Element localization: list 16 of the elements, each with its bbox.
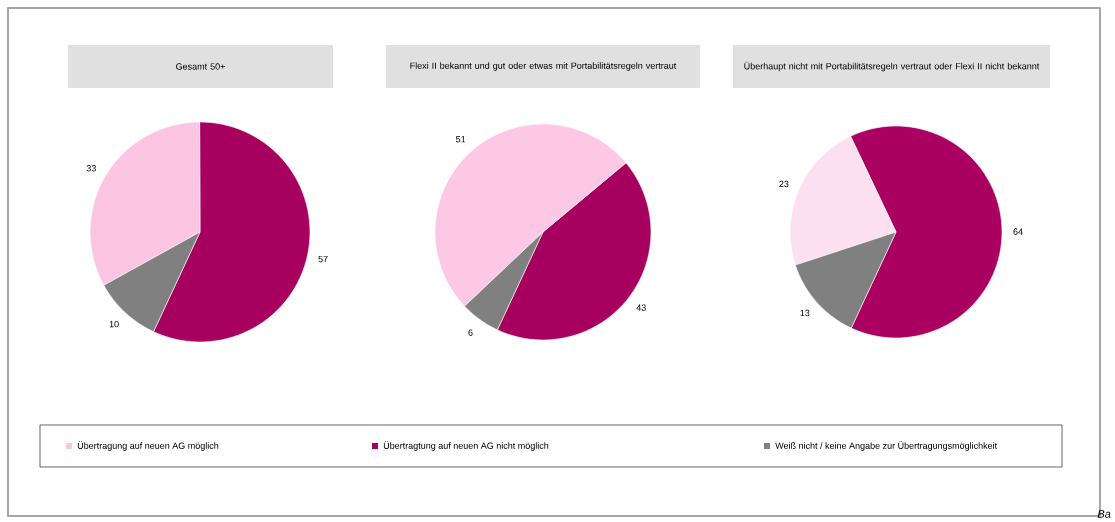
data-label: 23 bbox=[779, 180, 789, 188]
data-label: 43 bbox=[636, 304, 646, 311]
data-label: 6 bbox=[468, 329, 473, 336]
data-label: 51 bbox=[456, 136, 466, 143]
data-label: 13 bbox=[800, 309, 810, 317]
data-label: 57 bbox=[318, 255, 328, 263]
data-label: 64 bbox=[1013, 228, 1023, 235]
text: Ba bbox=[1097, 510, 1111, 518]
legend-label: Übertragtung auf neuen AG nicht möglich bbox=[383, 441, 549, 451]
chart-title: Gesamt 50+ bbox=[176, 63, 225, 70]
chart-title: Überhaupt nicht mit Portabilitätsregeln vertraut oder Flexi II nicht bekannt bbox=[744, 61, 1040, 72]
data-label: 33 bbox=[86, 165, 96, 172]
chart-title: Flexi II bekannt und gut oder etwas mit Portabilitätsregeln vertraut bbox=[410, 62, 677, 71]
legend-label: Weiß nicht / keine Angabe zur Übertragungsmöglichkeit bbox=[775, 441, 998, 451]
legend-label: Übertragung auf neuen AG möglich bbox=[77, 441, 219, 451]
data-label: 10 bbox=[109, 320, 119, 328]
